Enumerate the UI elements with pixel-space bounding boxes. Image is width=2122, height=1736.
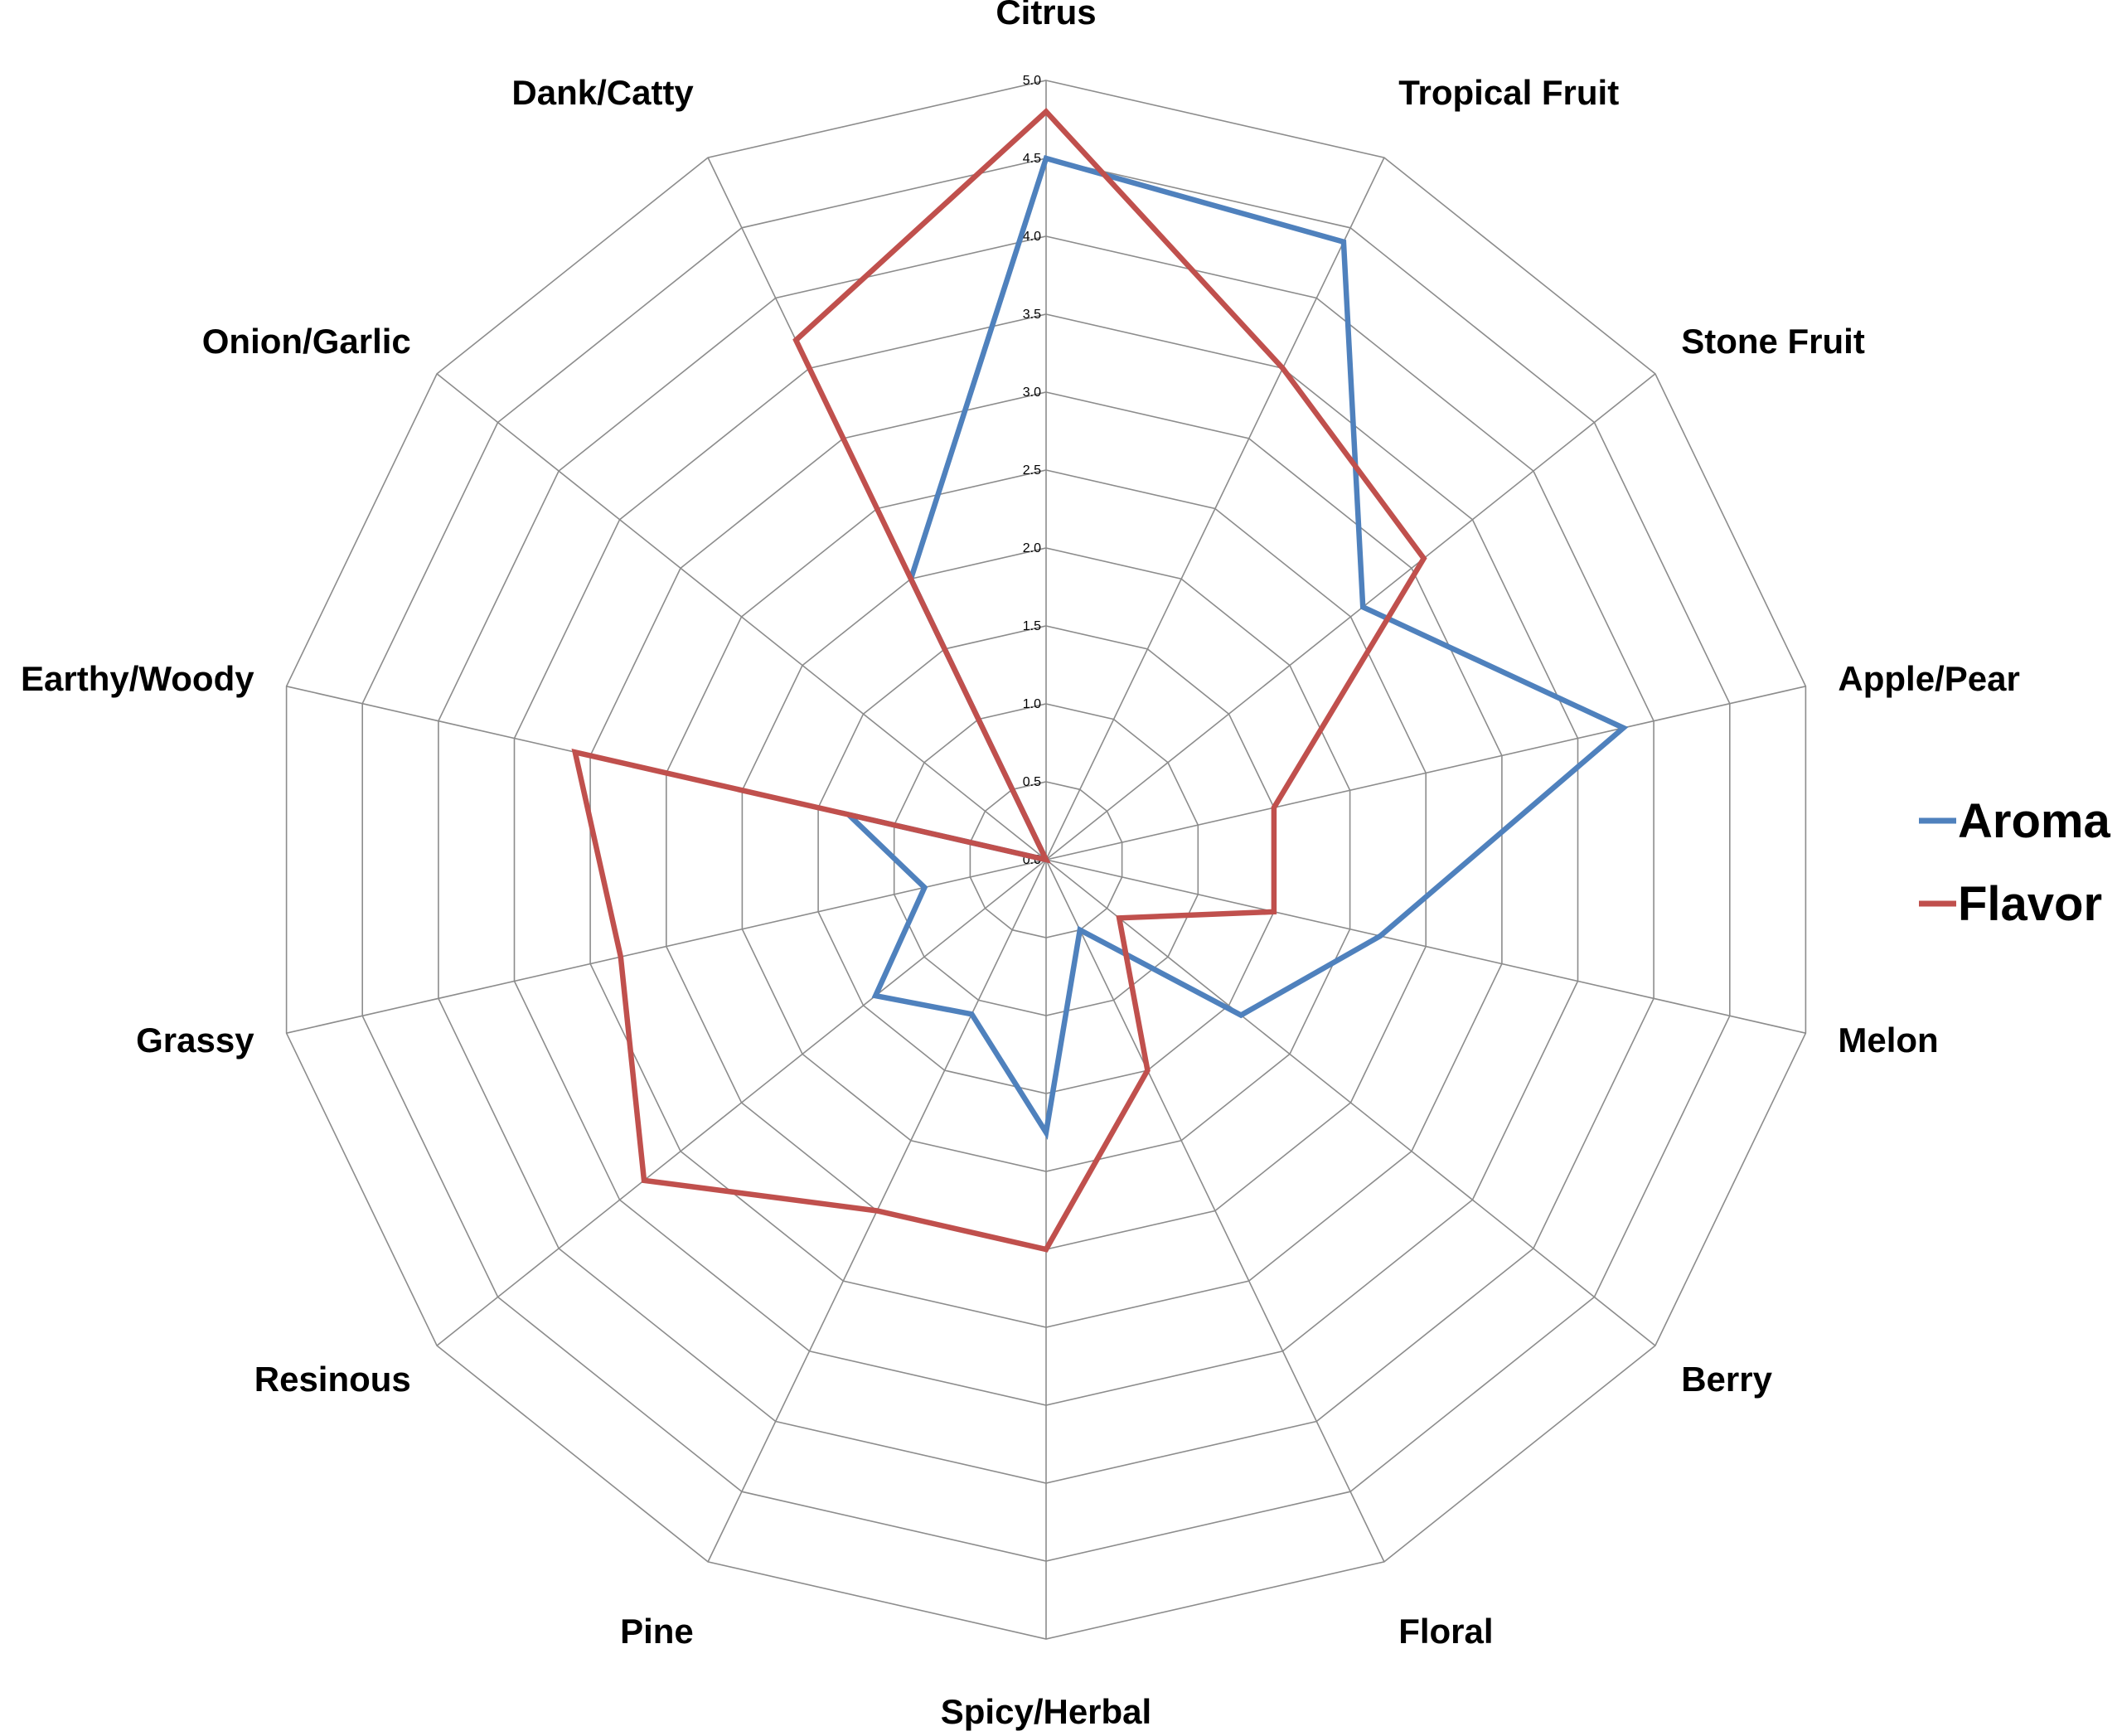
- tick-label: 1.0: [1023, 697, 1041, 711]
- axis-spoke: [1045, 859, 1806, 1034]
- tick-label: 5.0: [1023, 74, 1041, 88]
- tick-label: 1.5: [1023, 619, 1041, 633]
- axis-label-floral: Floral: [1398, 1612, 1493, 1651]
- axis-spoke: [286, 859, 1047, 1034]
- axis-label-spicy-herbal: Spicy/Herbal: [941, 1692, 1151, 1731]
- axis-label-tropical-fruit: Tropical Fruit: [1398, 73, 1619, 112]
- axis-label-earthy-woody: Earthy/Woody: [21, 659, 254, 698]
- tick-label: 2.0: [1023, 541, 1041, 555]
- axis-label-berry: Berry: [1681, 1360, 1772, 1399]
- axis-label-onion-garlic: Onion/Garlic: [202, 322, 411, 361]
- radial-tick-labels: 0.00.51.01.52.02.53.03.54.04.55.0: [1023, 74, 1041, 867]
- series-flavor-line: [571, 108, 1427, 1253]
- tick-label: 3.0: [1023, 386, 1041, 400]
- axis-spoke: [1045, 859, 1656, 1346]
- axis-spoke: [436, 373, 1047, 861]
- series-lines: [571, 108, 1629, 1253]
- legend-label-flavor: Flavor: [1958, 877, 2102, 931]
- tick-label: 0.5: [1023, 775, 1041, 789]
- legend-label-aroma: Aroma: [1958, 794, 2110, 848]
- tick-label: 4.0: [1023, 230, 1041, 244]
- axis-spoke: [436, 859, 1047, 1346]
- tick-label: 3.5: [1023, 308, 1041, 322]
- tick-label: 4.5: [1023, 152, 1041, 166]
- tick-label: 2.5: [1023, 463, 1041, 478]
- axis-label-citrus: Citrus: [996, 0, 1096, 32]
- series-aroma-line: [839, 155, 1629, 1140]
- axis-spoke: [1045, 686, 1806, 861]
- axis-label-resinous: Resinous: [254, 1360, 411, 1399]
- axis-label-melon: Melon: [1838, 1021, 1938, 1060]
- axis-spoke: [1045, 373, 1656, 861]
- axis-label-pine: Pine: [620, 1612, 694, 1651]
- legend: Aroma Flavor: [1919, 794, 2110, 931]
- axis-label-stone-fruit: Stone Fruit: [1681, 322, 1865, 361]
- axis-spoke: [1045, 157, 1385, 861]
- axis-label-grassy: Grassy: [136, 1021, 254, 1060]
- axis-spoke: [1045, 859, 1385, 1563]
- axis-label-dank-catty: Dank/Catty: [511, 73, 694, 112]
- category-labels: Citrus Tropical Fruit Stone Fruit Apple/Pea…: [21, 0, 2020, 1731]
- axis-label-apple-pear: Apple/Pear: [1838, 659, 2019, 698]
